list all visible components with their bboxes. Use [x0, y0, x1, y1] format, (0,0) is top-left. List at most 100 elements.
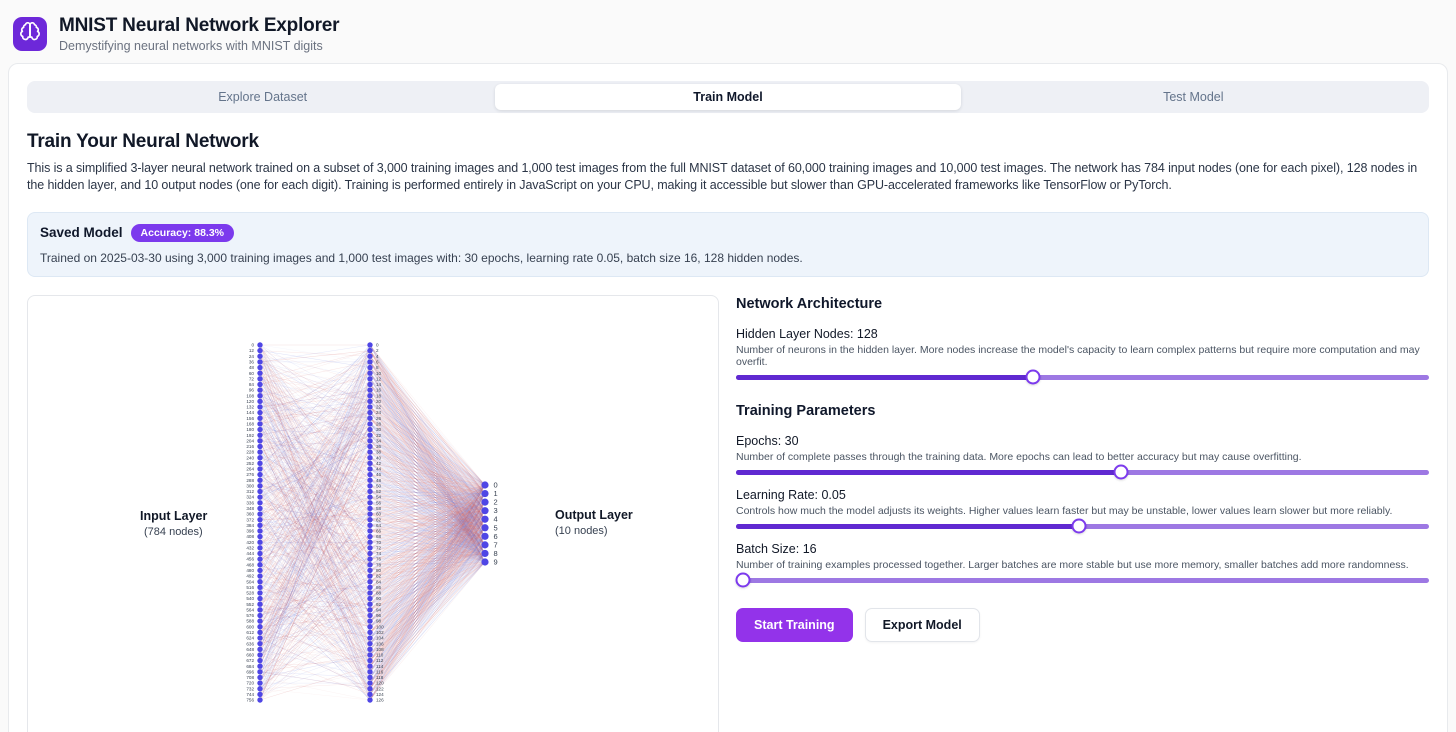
svg-text:58: 58: [376, 506, 382, 511]
saved-model-title: Saved Model: [40, 225, 123, 240]
svg-text:324: 324: [246, 494, 254, 499]
hidden-layer-nodes-slider-thumb[interactable]: [1025, 369, 1041, 385]
batch-size-slider-thumb[interactable]: [735, 572, 751, 588]
svg-text:3: 3: [494, 506, 498, 515]
action-buttons: Start Training Export Model: [736, 607, 1429, 642]
svg-text:24: 24: [376, 410, 382, 415]
svg-text:9: 9: [494, 557, 498, 566]
app-logo: [13, 17, 47, 51]
svg-text:38: 38: [376, 449, 382, 454]
svg-text:72: 72: [376, 545, 382, 550]
hidden-layer-nodes-slider[interactable]: [736, 369, 1429, 385]
epochs-slider-thumb[interactable]: [1113, 464, 1129, 480]
svg-text:44: 44: [376, 466, 382, 471]
svg-text:56: 56: [376, 500, 382, 505]
page-subtitle: Demystifying neural networks with MNIST …: [59, 39, 323, 53]
svg-text:168: 168: [246, 421, 254, 426]
svg-text:126: 126: [376, 697, 384, 702]
svg-text:636: 636: [246, 641, 254, 646]
start-training-button[interactable]: Start Training: [736, 607, 853, 642]
architecture-heading: Network Architecture: [736, 295, 883, 312]
svg-text:96: 96: [376, 613, 382, 618]
hidden-layer-nodes-label: Hidden Layer Nodes: 128: [736, 326, 878, 341]
svg-text:Output Layer: Output Layer: [555, 508, 633, 522]
svg-text:40: 40: [376, 455, 382, 460]
hidden-layer-nodes-description: Number of neurons in the hidden layer. M…: [736, 343, 1420, 368]
svg-text:4: 4: [494, 514, 498, 523]
learning-rate-description: Controls how much the model adjusts its …: [736, 504, 1393, 517]
svg-text:48: 48: [376, 477, 382, 482]
tab-bar: Explore Dataset Train Model Test Model: [27, 81, 1429, 113]
svg-text:312: 312: [246, 489, 254, 494]
svg-text:264: 264: [246, 466, 254, 471]
tab-explore-dataset[interactable]: Explore Dataset: [218, 90, 308, 104]
main-card: Explore Dataset Train Model Test Model Tra…: [8, 63, 1448, 732]
svg-text:118: 118: [376, 675, 384, 680]
svg-text:26: 26: [376, 415, 382, 420]
svg-text:624: 624: [246, 635, 254, 640]
saved-model-box: Saved Model Accuracy: 88.3% Trained on 2…: [27, 211, 1429, 277]
svg-text:420: 420: [246, 539, 254, 544]
svg-text:648: 648: [246, 646, 254, 651]
svg-text:576: 576: [246, 613, 254, 618]
svg-text:540: 540: [246, 596, 254, 601]
svg-text:28: 28: [376, 421, 382, 426]
epochs-description: Number of complete passes through the tr…: [736, 450, 1302, 463]
svg-text:2: 2: [376, 348, 379, 353]
learning-rate-slider[interactable]: [736, 518, 1429, 534]
svg-text:(10 nodes): (10 nodes): [555, 525, 608, 537]
svg-text:276: 276: [246, 472, 254, 477]
learning-rate-slider-thumb[interactable]: [1071, 518, 1087, 534]
svg-text:12: 12: [249, 348, 255, 353]
svg-text:744: 744: [246, 691, 254, 696]
svg-text:528: 528: [246, 590, 254, 595]
network-graph: 0122436486072849610812013214415616818019…: [140, 341, 633, 703]
svg-text:348: 348: [246, 506, 254, 511]
svg-text:36: 36: [376, 444, 382, 449]
svg-text:108: 108: [246, 393, 254, 398]
accuracy-badge: Accuracy: 88.3%: [130, 223, 234, 242]
svg-text:252: 252: [246, 460, 254, 465]
svg-text:6: 6: [376, 359, 379, 364]
svg-text:64: 64: [376, 522, 382, 527]
learning-rate-label: Learning Rate: 0.05: [736, 487, 846, 502]
svg-text:5: 5: [494, 523, 498, 532]
svg-text:408: 408: [246, 534, 254, 539]
svg-text:48: 48: [249, 365, 255, 370]
svg-text:24: 24: [249, 353, 255, 358]
svg-text:8: 8: [494, 548, 498, 557]
epochs-slider[interactable]: [736, 464, 1429, 480]
svg-text:240: 240: [246, 455, 254, 460]
svg-text:30: 30: [376, 427, 382, 432]
svg-text:76: 76: [376, 556, 382, 561]
svg-text:70: 70: [376, 539, 382, 544]
svg-text:0: 0: [376, 342, 379, 347]
svg-text:144: 144: [246, 410, 254, 415]
svg-text:36: 36: [249, 359, 255, 364]
export-model-button[interactable]: Export Model: [864, 607, 980, 642]
svg-text:432: 432: [246, 545, 254, 550]
svg-text:18: 18: [376, 393, 382, 398]
svg-text:12: 12: [376, 376, 382, 381]
svg-text:288: 288: [246, 477, 254, 482]
svg-text:14: 14: [376, 382, 382, 387]
tab-test-model[interactable]: Test Model: [1163, 90, 1224, 104]
svg-text:1: 1: [494, 489, 498, 498]
training-sliders: Epochs: 30 Number of complete passes thro…: [735, 434, 1429, 588]
svg-text:60: 60: [376, 511, 382, 516]
svg-text:54: 54: [376, 494, 382, 499]
svg-text:6: 6: [494, 531, 498, 540]
svg-text:120: 120: [246, 398, 254, 403]
batch-size-slider[interactable]: [735, 572, 1429, 588]
svg-text:456: 456: [246, 556, 254, 561]
svg-text:86: 86: [376, 584, 382, 589]
svg-text:90: 90: [376, 596, 382, 601]
tab-train-model[interactable]: Train Model: [495, 84, 961, 110]
svg-text:102: 102: [376, 629, 384, 634]
svg-text:696: 696: [246, 669, 254, 674]
svg-text:564: 564: [246, 607, 254, 612]
svg-text:66: 66: [376, 528, 382, 533]
slider-group-learning-rate: Learning Rate: 0.05 Controls how much the…: [736, 487, 1429, 534]
svg-text:82: 82: [376, 573, 382, 578]
svg-text:336: 336: [246, 500, 254, 505]
